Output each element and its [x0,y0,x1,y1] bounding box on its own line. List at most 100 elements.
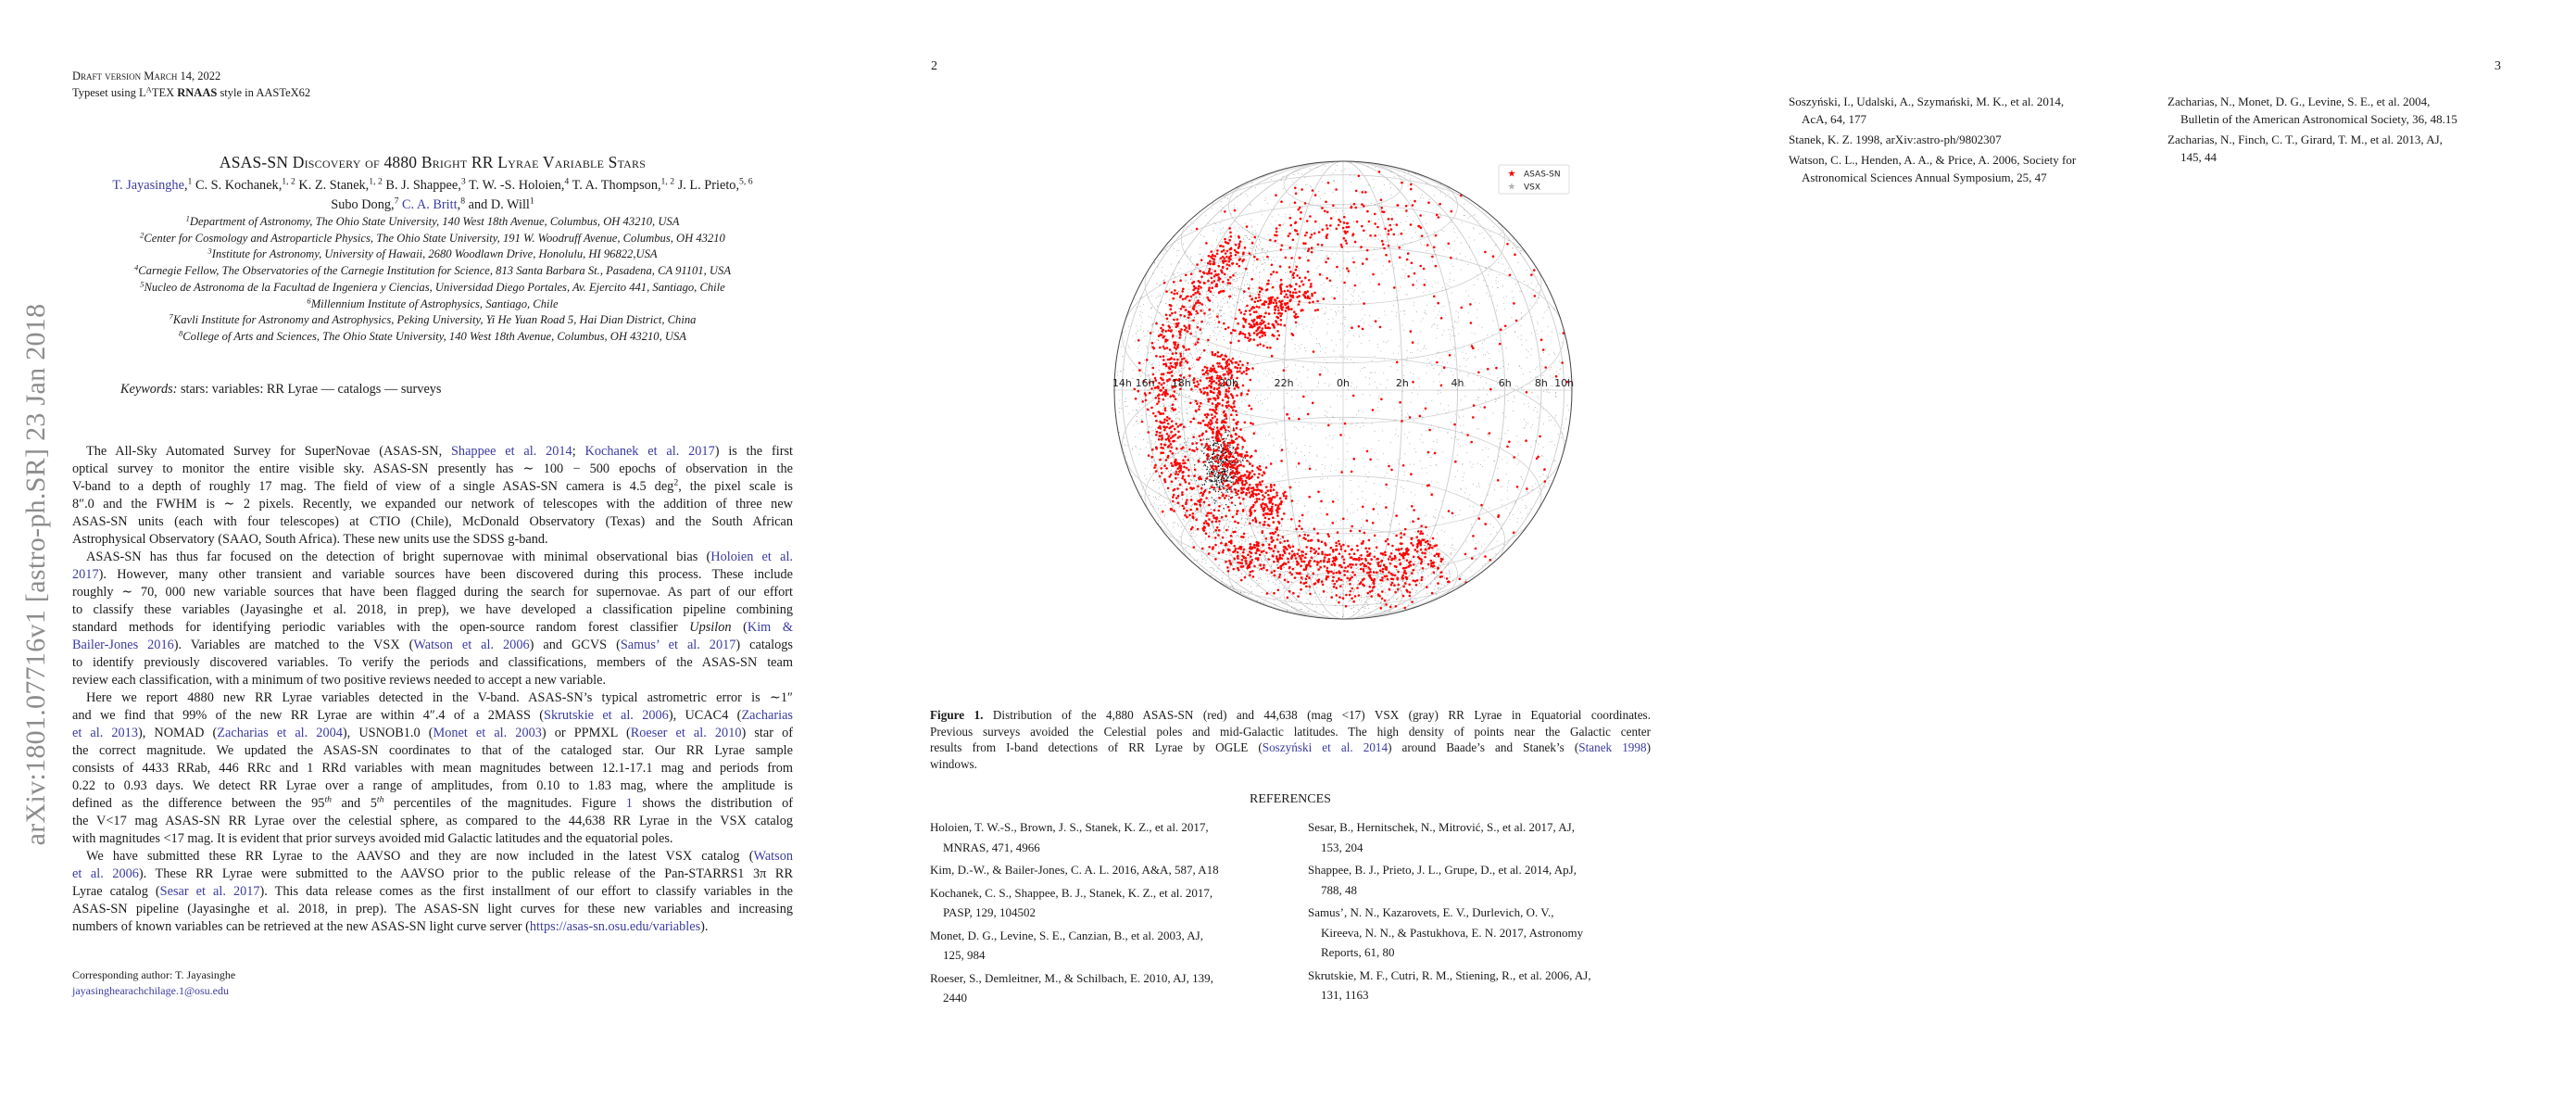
asas-sn-point [1159,427,1162,430]
vsx-point [1254,515,1257,518]
corresponding-author-block: Corresponding author: T. Jayasinghe jaya… [72,967,235,1000]
vsx-point [1164,492,1166,494]
vsx-point [1477,324,1479,326]
vsx-point [1288,272,1290,274]
vsx-point [1489,534,1491,536]
vsx-point [1247,496,1249,498]
vsx-point [1418,554,1420,556]
vsx-point [1231,277,1233,279]
vsx-point [1257,223,1259,225]
vsx-point [1427,235,1429,237]
vsx-point [1141,488,1144,490]
vsx-point [1525,504,1527,507]
citation-link[interactable]: Skrutskie et al. 2006 [544,708,669,723]
citation-link[interactable]: Bailer-Jones 2016 [72,638,174,652]
citation-link[interactable]: Samus’ et al. 2017 [620,638,736,652]
vsx-point [1378,503,1380,506]
citation-link[interactable]: https://asas-sn.osu.edu/variables [529,919,701,934]
vsx-point [1188,306,1191,308]
vsx-point [1546,460,1548,461]
vsx-point [1226,284,1228,287]
citation-link[interactable]: et al. 2013 [72,726,138,740]
citation-link[interactable]: T. Jayasinghe [112,178,184,193]
citation-link[interactable]: Roeser et al. 2010 [630,726,742,740]
vsx-point [1434,585,1437,587]
vsx-point [1410,267,1412,269]
vsx-point [1208,438,1210,440]
vsx-point [1221,288,1223,290]
citation-link[interactable]: Kim & [747,620,793,635]
citation-link[interactable]: Kochanek et al. 2017 [584,444,715,459]
vsx-point [1410,491,1412,493]
vsx-point [1223,545,1225,547]
vsx-point [1357,609,1360,611]
vsx-point [1392,223,1394,225]
vsx-point [1205,461,1207,462]
vsx-point [1399,534,1401,536]
vsx-point [1184,310,1186,311]
citation-link[interactable]: Zacharias [741,708,793,723]
vsx-point [1323,543,1325,545]
vsx-point [1398,234,1400,236]
vsx-point [1235,495,1237,497]
vsx-point [1261,583,1263,585]
vsx-point [1252,524,1254,525]
vsx-point [1393,512,1395,513]
vsx-point [1477,278,1479,280]
vsx-point [1195,524,1197,527]
vsx-point [1341,616,1344,618]
vsx-point [1389,442,1391,444]
text-line: Lyrae catalog (Sesar et al. 2017). This … [72,883,793,901]
citation-link[interactable]: Watson et al. 2006 [413,638,530,652]
vsx-point [1138,453,1140,455]
vsx-point [1360,297,1362,299]
citation-link[interactable]: Shappee et al. 2014 [450,444,572,459]
text-line: 1Department of Astronomy, The Ohio State… [72,214,793,231]
citation-link[interactable]: C. A. Britt [402,197,458,212]
vsx-point [1453,231,1456,234]
vsx-point [1351,503,1353,505]
vsx-point [1270,556,1272,558]
vsx-point [1249,558,1250,560]
vsx-point [1421,284,1423,285]
vsx-point [1155,441,1157,443]
citation-link[interactable]: Zacharias et al. 2004 [217,726,343,740]
vsx-point [1173,274,1175,276]
vsx-point [1139,314,1141,316]
vsx-point [1175,466,1177,468]
citation-link[interactable]: Holoien et al. [710,550,793,564]
citation-link[interactable]: Monet et al. 2003 [433,726,542,740]
vsx-point [1517,281,1519,283]
vsx-point [1263,535,1264,537]
author-list: T. Jayasinghe,1 C. S. Kochanek,1, 2 K. Z… [72,176,793,215]
vsx-point [1380,573,1382,575]
vsx-point [1361,342,1363,344]
vsx-point [1476,558,1478,561]
vsx-point [1189,376,1191,378]
author-email-link[interactable]: jayasinghearachchilage.1@osu.edu [72,984,229,997]
vsx-point [1155,472,1157,474]
vsx-point [1264,262,1266,264]
citation-link[interactable]: 1 [625,796,633,811]
vsx-point [1450,338,1451,340]
vsx-point [1165,337,1168,339]
citation-link[interactable]: Watson [753,849,793,864]
vsx-point [1444,314,1446,316]
citation-link[interactable]: et al. 2006 [72,866,139,881]
vsx-point [1496,287,1498,289]
vsx-point [1384,475,1386,477]
vsx-point [1230,481,1233,484]
vsx-point [1286,366,1288,369]
citation-link[interactable]: 2017 [72,567,99,582]
superscript: th [324,794,333,805]
paper-title: ASAS-SN Discovery of 4880 Bright RR Lyra… [219,153,647,171]
vsx-point [1145,447,1147,449]
vsx-point [1248,537,1250,539]
vsx-point [1530,297,1532,299]
vsx-point [1213,481,1215,483]
vsx-point [1307,528,1309,531]
text-run: 8″.0 and the FWHM is ∼ 2 pixels. Recentl… [72,497,793,512]
citation-link[interactable]: Sesar et al. 2017 [159,884,260,899]
vsx-point [1526,349,1527,351]
vsx-point [1341,281,1343,283]
